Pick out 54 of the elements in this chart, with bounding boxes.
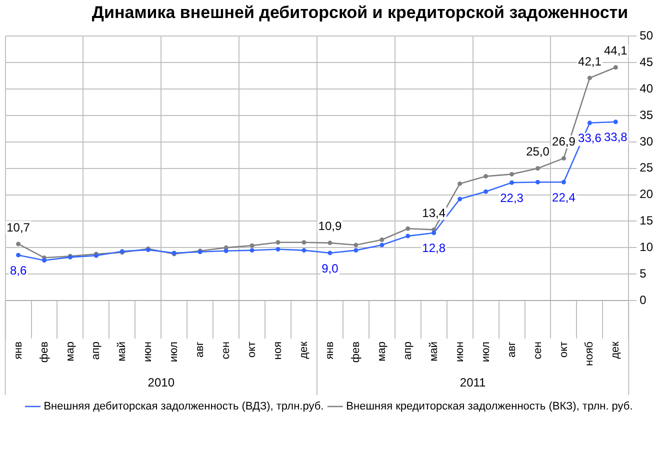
data-label: 26,9 [552, 134, 576, 149]
x-tick-label: май [116, 342, 128, 362]
y-tick-label: 10 [640, 240, 654, 254]
x-tick-label: ноя [272, 342, 284, 360]
x-tick-label: июн [142, 342, 154, 362]
y-tick-label: 20 [640, 187, 654, 202]
x-tick-label: авг [194, 342, 206, 358]
legend-label: Внешняя дебиторская задолженность (ВДЗ), трлн.руб. [44, 400, 324, 413]
data-label: 22,3 [500, 190, 524, 205]
data-label: 44,1 [604, 44, 628, 58]
x-tick-label: мар [64, 342, 76, 362]
y-tick-label: 25 [640, 160, 654, 175]
text: 2011 [460, 375, 486, 390]
x-tick-label: дек [298, 341, 310, 359]
x-tick-label: нояб [584, 342, 596, 366]
x-tick-label: июл [168, 342, 180, 362]
x-tick-label: окт [246, 342, 258, 358]
x-tick-label: мар [376, 342, 388, 362]
x-tick-label: янв [12, 341, 24, 360]
x-tick-label: окт [558, 342, 570, 358]
legend-label: Внешняя кредиторская задолженность (ВКЗ), трлн. руб. [346, 400, 633, 413]
y-tick-label: 5 [640, 266, 647, 280]
x-tick-label: сен [220, 342, 232, 360]
x-tick-label: фев [38, 341, 50, 363]
data-label: 12,8 [422, 241, 446, 256]
data-label: 33,8 [604, 130, 628, 144]
data-label: 13,4 [422, 206, 446, 220]
x-tick-label: июн [454, 342, 466, 362]
data-label: 9,0 [322, 261, 339, 276]
y-tick-label: 30 [640, 134, 654, 148]
x-tick-label: июл [480, 342, 492, 362]
x-tick-label: авг [506, 342, 518, 358]
chart-title: Динамика внешней дебиторской и кредиторской задоженности [90, 2, 630, 24]
data-label: 22,4 [552, 190, 576, 204]
y-tick-label: 35 [640, 108, 654, 122]
x-tick-label: май [428, 342, 440, 362]
data-label: 33,6 [578, 131, 602, 146]
x-tick-label: апр [90, 342, 102, 360]
data-label: 25,0 [526, 144, 550, 159]
x-tick-label: фев [350, 341, 362, 363]
data-label: 8,6 [10, 263, 27, 278]
x-tick-label: янв [324, 341, 336, 360]
x-tick-label: дек [610, 341, 622, 359]
y-tick-label: 15 [640, 214, 654, 228]
x-tick-label: сен [532, 342, 544, 360]
data-label: 42,1 [578, 54, 602, 68]
x-tick-label: апр [402, 342, 414, 360]
y-tick-label: 0 [640, 292, 647, 307]
data-label: 10,9 [318, 219, 342, 234]
text: 2010 [148, 375, 175, 390]
y-tick-label: 50 [640, 28, 654, 43]
data-label: 10,7 [6, 220, 30, 234]
y-tick-label: 40 [640, 81, 654, 96]
y-tick-label: 45 [640, 54, 654, 69]
